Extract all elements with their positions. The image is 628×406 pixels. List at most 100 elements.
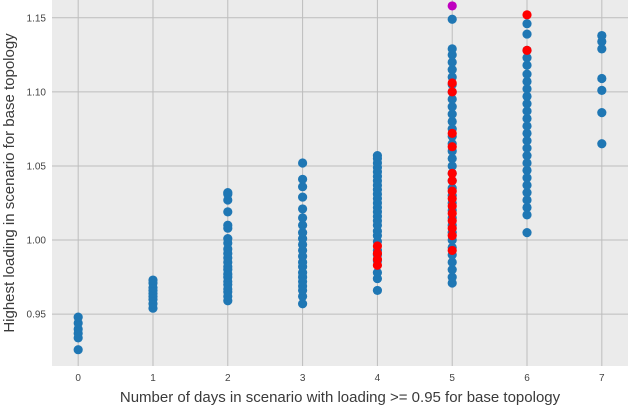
x-tick-label: 6 <box>524 373 530 384</box>
red-data-point <box>447 142 457 152</box>
blue-data-point <box>297 182 308 192</box>
blue-data-point <box>522 60 532 70</box>
red-data-point <box>447 208 457 218</box>
blue-data-point <box>522 113 532 124</box>
blue-data-point <box>522 91 532 101</box>
blue-data-point <box>447 44 457 54</box>
blue-data-point <box>522 121 532 131</box>
x-tick-label: 7 <box>599 373 605 384</box>
blue-data-point <box>597 73 607 84</box>
blue-data-point <box>447 161 457 171</box>
blue-data-point <box>522 202 532 213</box>
magenta-data-point <box>447 1 457 11</box>
blue-data-point <box>297 299 308 309</box>
blue-data-point <box>223 188 233 198</box>
red-data-point <box>447 128 457 138</box>
x-tick-label: 3 <box>300 373 306 384</box>
blue-data-point <box>297 228 308 238</box>
blue-data-point <box>597 108 607 118</box>
blue-data-point <box>297 192 308 202</box>
blue-data-point <box>522 143 532 153</box>
blue-data-point <box>297 220 308 230</box>
blue-data-point <box>522 69 532 79</box>
blue-data-point <box>522 106 532 116</box>
blue-data-point <box>372 285 383 296</box>
blue-data-point <box>223 233 233 244</box>
blue-data-point <box>447 65 457 75</box>
blue-data-point <box>522 136 532 146</box>
x-tick-label: 4 <box>375 373 381 384</box>
plot-background <box>52 0 628 366</box>
blue-data-point <box>73 312 83 322</box>
blue-data-point <box>447 57 457 67</box>
x-tick-label: 5 <box>449 373 455 384</box>
red-data-point <box>447 223 457 233</box>
blue-data-point <box>297 213 308 223</box>
blue-data-point <box>597 30 607 41</box>
y-tick-label: 1.15 <box>27 13 47 24</box>
blue-data-point <box>223 220 233 230</box>
blue-data-point <box>522 180 532 190</box>
red-data-point <box>447 193 457 204</box>
blue-data-point <box>522 128 532 138</box>
blue-data-point <box>522 195 532 205</box>
red-data-point <box>447 78 457 88</box>
blue-data-point <box>522 210 532 220</box>
blue-data-point <box>597 44 607 54</box>
data-points <box>73 1 607 355</box>
x-axis-label: Number of days in scenario with loading … <box>120 389 561 406</box>
blue-data-point <box>297 204 308 214</box>
red-data-point <box>447 186 457 196</box>
blue-data-point <box>522 173 532 183</box>
blue-data-point <box>522 158 532 168</box>
blue-data-point <box>447 257 457 267</box>
x-tick-labels: 0 1 2 3 4 5 6 7 <box>75 373 605 384</box>
blue-data-point <box>447 109 457 119</box>
blue-data-point <box>372 268 383 278</box>
red-data-point <box>447 231 457 241</box>
blue-data-point <box>522 165 532 176</box>
blue-data-point <box>297 174 308 184</box>
y-tick-label: 1.05 <box>27 161 47 172</box>
y-tick-label: 1.00 <box>27 236 47 247</box>
blue-data-point <box>522 53 532 63</box>
red-data-point <box>447 245 457 256</box>
red-data-point <box>522 10 532 20</box>
blue-data-point <box>522 150 532 161</box>
blue-data-point <box>522 84 532 94</box>
red-data-point <box>522 45 532 55</box>
red-data-point <box>447 168 457 178</box>
x-tick-label: 2 <box>225 373 231 384</box>
blue-data-point <box>73 345 83 355</box>
blue-data-point <box>522 76 532 87</box>
red-data-point <box>447 201 457 211</box>
blue-data-point <box>522 99 532 109</box>
y-tick-label: 1.10 <box>27 87 47 98</box>
y-tick-labels: 0.95 1.00 1.05 1.10 1.15 <box>27 13 47 320</box>
y-axis-label: Highest loading in scenario for base top… <box>1 33 18 333</box>
blue-data-point <box>597 139 607 149</box>
blue-data-point <box>447 14 457 24</box>
red-data-point <box>372 248 383 258</box>
blue-data-point <box>522 228 532 238</box>
blue-data-point <box>372 150 383 161</box>
blue-data-point <box>447 272 457 282</box>
red-data-point <box>447 216 457 226</box>
y-tick-label: 0.95 <box>27 310 47 321</box>
blue-data-point <box>522 188 532 198</box>
blue-data-point <box>447 116 457 127</box>
red-data-point <box>372 241 383 251</box>
x-tick-label: 0 <box>75 373 81 384</box>
blue-data-point <box>148 275 158 285</box>
blue-data-point <box>447 102 457 112</box>
blue-data-point <box>447 94 457 104</box>
blue-data-point <box>297 158 308 168</box>
blue-data-point <box>522 29 532 39</box>
red-data-point <box>447 87 457 97</box>
blue-data-point <box>522 19 532 29</box>
blue-data-point <box>597 85 607 95</box>
x-tick-label: 1 <box>150 373 156 384</box>
blue-data-point <box>223 207 233 217</box>
red-data-point <box>447 176 457 186</box>
